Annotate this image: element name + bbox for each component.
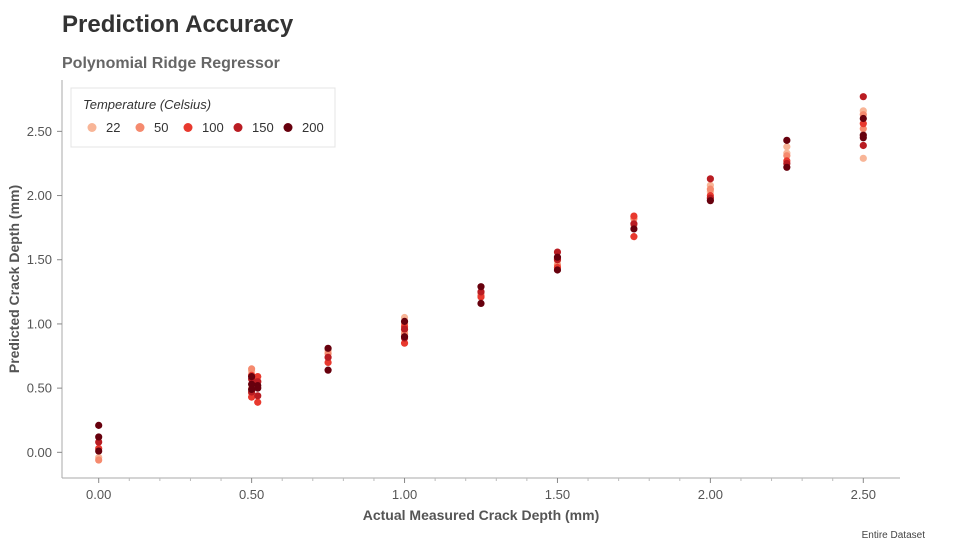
data-point-100c [248, 393, 256, 401]
data-point-100c [477, 293, 485, 301]
data-point-200c [248, 380, 256, 388]
data-point-150c [859, 141, 867, 150]
data-point-50c [783, 152, 791, 160]
legend-swatch-22 [87, 123, 97, 132]
data-point-200c [95, 421, 103, 429]
data-point-200c [630, 225, 638, 233]
legend-label-50: 50 [154, 120, 168, 135]
legend-label-100: 100 [202, 120, 224, 135]
x-tick-label: 0.00 [86, 487, 111, 502]
data-point-50c [706, 185, 714, 193]
data-point-200c [95, 447, 103, 455]
data-point-200c [248, 372, 256, 381]
data-point-50c [95, 456, 103, 464]
data-point-200c [783, 163, 791, 171]
x-tick-label: 2.50 [851, 487, 876, 502]
y-tick-label: 2.50 [27, 124, 52, 139]
data-point-100c [630, 212, 638, 220]
data-point-100c [630, 233, 638, 241]
y-tick-label: 0.00 [27, 445, 52, 460]
dataset-footnote: Entire Dataset [861, 530, 925, 541]
data-point-200c [553, 253, 562, 261]
x-tick-label: 0.50 [239, 487, 264, 502]
chart-title: Prediction Accuracy [62, 11, 294, 38]
data-point-150c [400, 325, 409, 333]
legend-box [70, 87, 336, 148]
legend-label-22: 22 [106, 120, 120, 135]
legend-title: Temperature (Celsius) [83, 97, 211, 112]
data-point-150c [477, 288, 485, 296]
legend: Temperature (Celsius) 22 50 100 150 200 [70, 87, 336, 148]
data-point-100c [859, 120, 867, 128]
data-point-22c [859, 154, 867, 162]
data-point-200c [254, 384, 262, 392]
data-points [95, 93, 867, 464]
data-point-200c [324, 366, 332, 374]
legend-swatch-200 [283, 123, 293, 132]
data-point-200c [859, 134, 867, 142]
legend-label-200: 200 [302, 120, 324, 135]
data-point-200c [400, 333, 409, 341]
data-point-100c [254, 372, 262, 381]
x-tick-label: 1.50 [545, 487, 570, 502]
y-tick-label: 0.50 [27, 381, 52, 396]
y-tick-label: 1.00 [27, 316, 52, 331]
data-point-50c [859, 125, 867, 133]
data-point-50c [248, 365, 256, 373]
data-point-100c [400, 339, 409, 347]
data-point-200c [477, 299, 485, 307]
data-point-200c [553, 266, 562, 274]
data-point-150c [254, 392, 262, 400]
data-point-200c [400, 317, 409, 325]
data-point-200c [324, 344, 332, 352]
x-axis-title: Actual Measured Crack Depth (mm) [363, 507, 600, 523]
data-point-200c [859, 114, 867, 123]
y-tick-label: 1.50 [27, 252, 52, 267]
y-axis-title: Predicted Crack Depth (mm) [6, 185, 22, 373]
data-point-200c [95, 433, 103, 441]
data-point-200c [477, 283, 485, 291]
data-point-150c [95, 438, 103, 446]
axes: 0.00 0.50 1.00 1.50 2.00 2.50 0.00 0.50 1.00 1.50… [6, 80, 900, 523]
legend-label-150: 150 [252, 120, 274, 135]
data-point-150c [630, 220, 638, 228]
y-tick-label: 2.00 [27, 188, 52, 203]
chart-subtitle: Polynomial Ridge Regressor [62, 55, 280, 72]
legend-swatch-50 [135, 123, 145, 132]
data-point-100c [254, 398, 262, 406]
data-point-150c [706, 175, 714, 183]
data-point-100c [324, 358, 332, 367]
data-point-200c [783, 136, 791, 144]
data-point-22c [783, 143, 791, 151]
data-point-150c [859, 93, 867, 101]
data-point-150c [324, 353, 332, 361]
data-point-200c [248, 385, 256, 394]
legend-swatch-100 [183, 123, 193, 132]
x-tick-label: 1.00 [392, 487, 417, 502]
x-tick-label: 2.00 [698, 487, 723, 502]
legend-swatch-150 [233, 123, 243, 132]
data-point-150c [553, 248, 562, 256]
data-point-200c [706, 197, 714, 205]
